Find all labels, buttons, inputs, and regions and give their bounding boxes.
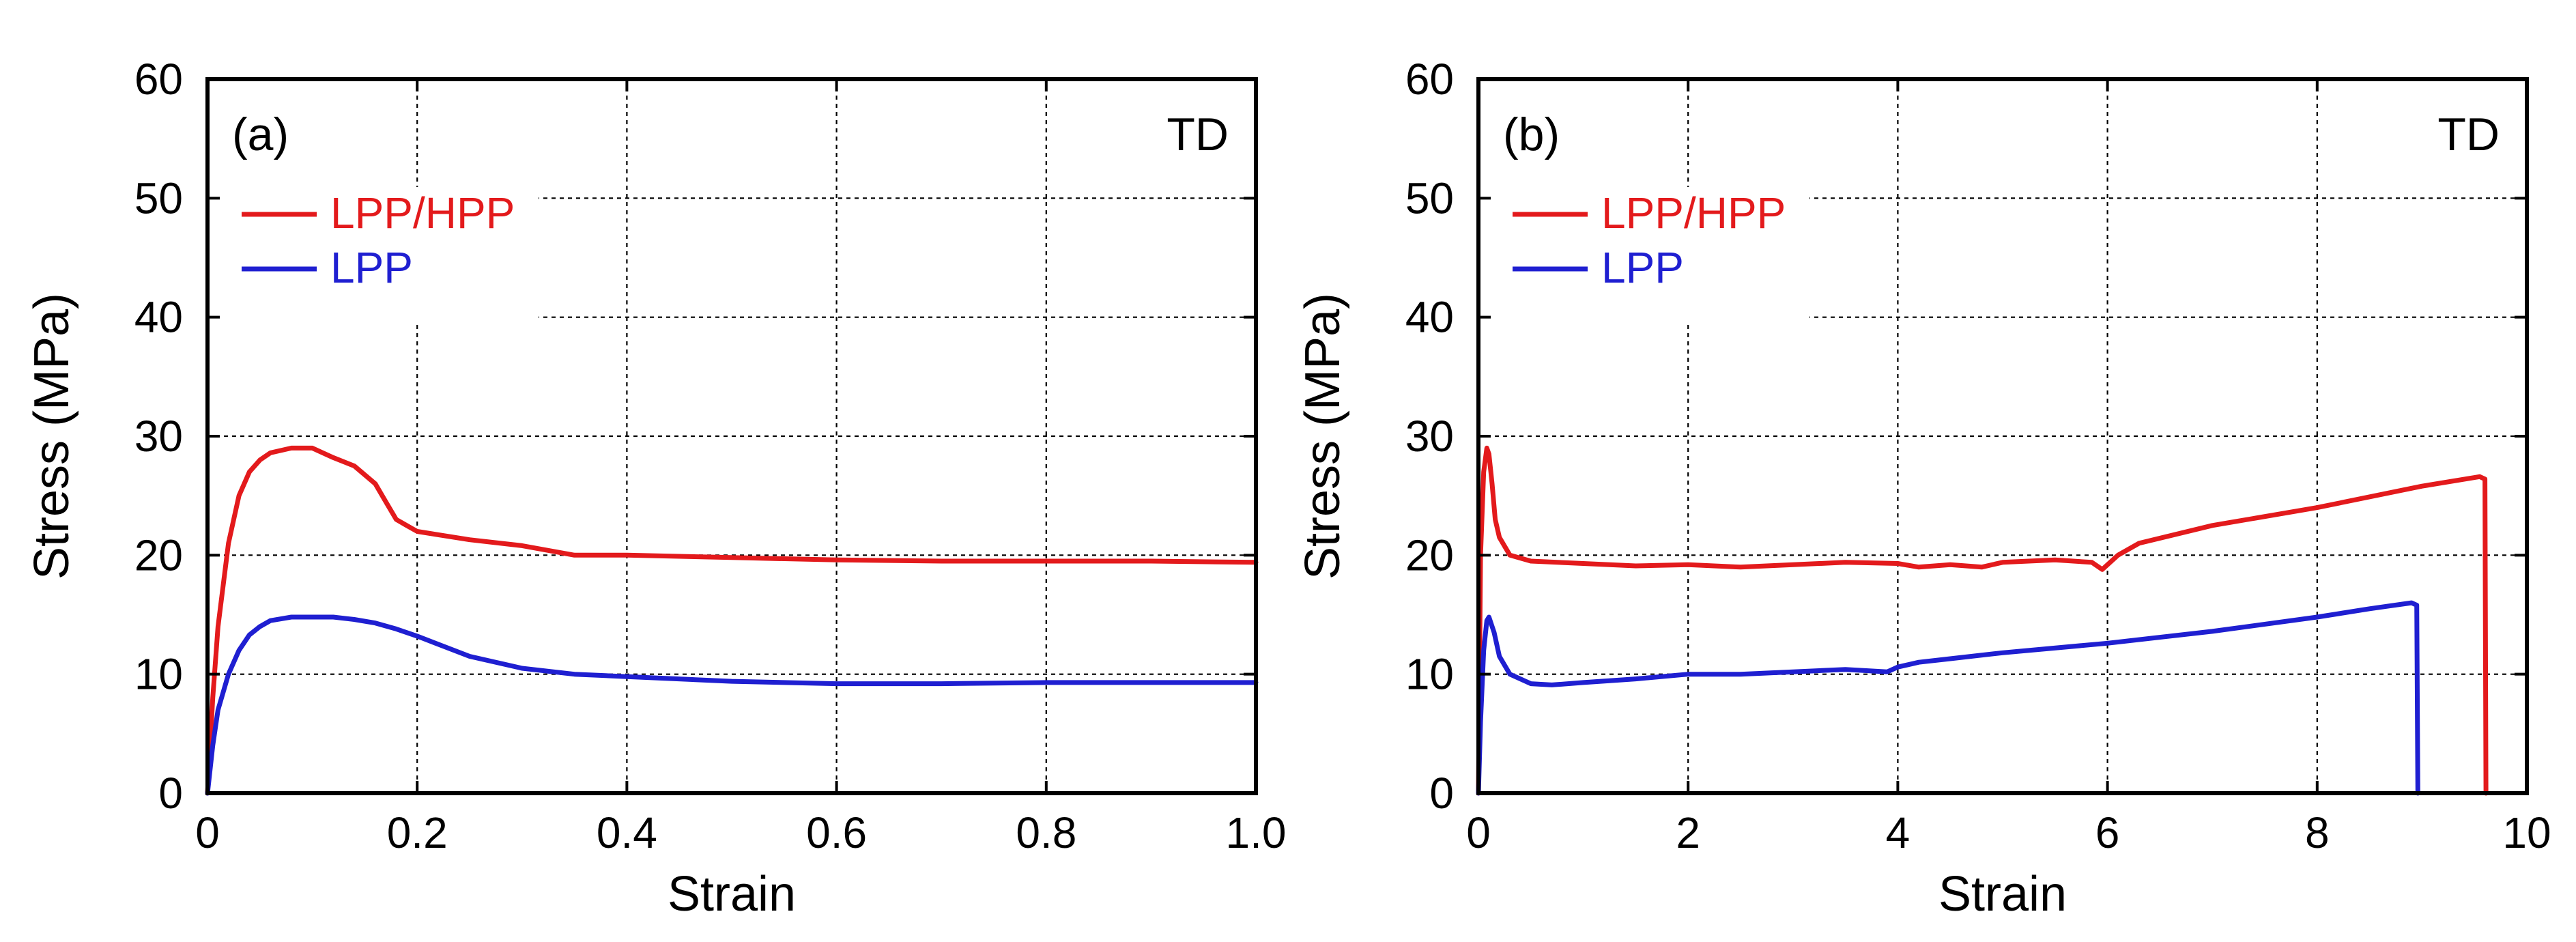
x-tick-label: 6 [2095,808,2120,857]
x-tick-label: 1.0 [1226,808,1287,857]
x-axis-title: Strain [1938,867,2067,922]
panel-b: 0 2 4 6 8 10 0 10 20 30 40 50 60 Strain Stress (MPa) (b… [1296,55,2551,922]
x-tick-label: 0.8 [1016,808,1076,857]
y-tick-label: 60 [134,55,183,104]
legend-label: LPP [330,243,413,292]
x-tick-label: 2 [1676,808,1700,857]
panel-direction-tag: TD [2437,109,2500,160]
y-tick-label: 0 [1429,769,1454,818]
legend-label: LPP/HPP [1601,188,1786,238]
x-tick-label: 0.6 [806,808,867,857]
legend-background [1485,187,1809,324]
panel-direction-tag: TD [1167,109,1229,160]
series-line-lpp [205,614,1259,796]
y-tick-label: 60 [1405,55,1454,104]
y-tick-label: 10 [1405,650,1454,699]
x-tick-label: 4 [1886,808,1910,857]
y-tick-label: 10 [134,650,183,699]
y-tick-label: 20 [1405,530,1454,580]
x-axis-title: Strain [668,867,796,922]
y-tick-label: 50 [1405,173,1454,223]
y-tick-label: 0 [158,769,183,818]
y-tick-label: 20 [134,530,183,580]
y-axis-title: Stress (MPa) [25,293,79,580]
legend-label: LPP [1601,243,1684,292]
x-tick-label: 0 [1466,808,1491,857]
y-tick-label: 40 [134,293,183,342]
series-line-lpp-hpp [205,445,1259,796]
y-tick-label: 30 [134,412,183,461]
panel-a: 0 0.2 0.4 0.6 0.8 1.0 0 10 20 30 40 50 60 Strain Stres… [25,55,1286,922]
panel-label: (a) [232,109,289,160]
y-tick-label: 30 [1405,412,1454,461]
y-tick-label: 40 [1405,293,1454,342]
legend-label: LPP/HPP [330,188,515,238]
x-tick-label: 0.4 [597,808,657,857]
series-line-lpp [1476,600,2420,796]
y-axis-title: Stress (MPa) [1296,293,1350,580]
x-tick-label: 8 [2305,808,2330,857]
panel-label: (b) [1503,109,1560,160]
y-tick-label: 50 [134,173,183,223]
legend-background [214,187,539,324]
x-tick-label: 0 [195,808,220,857]
series-line-lpp-hpp [1476,445,2489,796]
x-tick-label: 0.2 [387,808,448,857]
x-tick-label: 10 [2502,808,2551,857]
